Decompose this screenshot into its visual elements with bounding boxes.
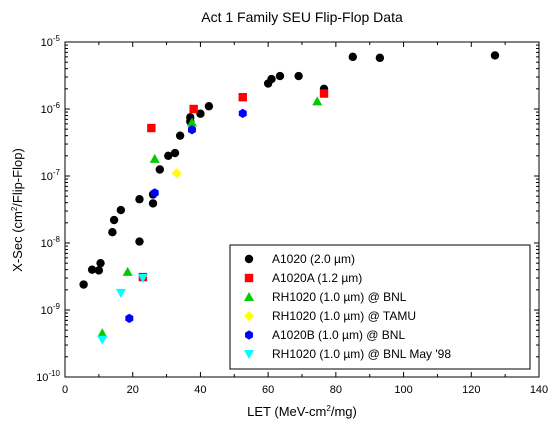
data-point xyxy=(97,328,108,338)
y-tick-base: 10 xyxy=(41,37,53,49)
x-tick-label: 140 xyxy=(530,384,548,396)
legend-label: RH1020 (1.0 µm) @ BNL xyxy=(272,290,407,304)
y-tick-label: 10-6 xyxy=(41,101,61,116)
y-tick-base: 10 xyxy=(41,238,53,250)
x-tick-label: 120 xyxy=(462,384,480,396)
data-point xyxy=(312,96,323,106)
legend-marker xyxy=(245,330,253,340)
legend-box xyxy=(229,244,531,370)
y-tick-base: 10 xyxy=(36,372,48,384)
data-point xyxy=(375,53,385,63)
data-point xyxy=(97,335,108,345)
data-points xyxy=(79,51,500,345)
legend-label: A1020A (1.2 µm) xyxy=(272,271,362,285)
data-point xyxy=(150,188,159,198)
y-tick-base: 10 xyxy=(41,171,53,183)
data-point xyxy=(116,205,126,215)
data-point xyxy=(96,258,105,268)
data-point xyxy=(175,131,185,140)
legend-label: RH1020 (1.0 µm) @ TAMU xyxy=(272,309,416,323)
y-tick-label: 10-10 xyxy=(36,369,60,384)
x-tick-label: 100 xyxy=(394,384,412,396)
y-tick-exponent: -8 xyxy=(53,235,61,244)
data-point xyxy=(125,313,134,323)
data-point xyxy=(137,274,148,284)
legend-marker xyxy=(244,273,254,283)
data-point xyxy=(155,165,164,174)
y-tick-exponent: -10 xyxy=(48,369,60,378)
legend-label: RH1020 (1.0 µm) @ BNL May '98 xyxy=(272,347,451,361)
data-point xyxy=(164,151,173,161)
y-tick-base: 10 xyxy=(41,104,53,116)
data-point xyxy=(135,195,144,204)
data-point xyxy=(87,265,97,274)
data-point xyxy=(187,125,196,135)
y-tick-label: 10-7 xyxy=(41,168,61,183)
x-tick-label: 20 xyxy=(127,384,139,396)
y-tick-label: 10-8 xyxy=(41,235,61,250)
data-point xyxy=(115,288,126,298)
data-point xyxy=(189,104,198,114)
x-tick-label: 40 xyxy=(194,384,206,396)
legend-marker xyxy=(244,311,254,321)
data-point xyxy=(108,227,117,237)
legend-label: A1020B (1.0 µm) @ BNL xyxy=(272,328,405,342)
legend: A1020 (2.0 µm) A1020A (1.2 µm) RH1020 (1.0… xyxy=(229,244,531,370)
data-point xyxy=(238,108,247,118)
y-tick-label: 10-9 xyxy=(41,302,61,317)
x-tick-label: 80 xyxy=(330,384,342,396)
y-tick-label: 10-5 xyxy=(41,34,61,49)
data-point xyxy=(267,74,276,84)
y-tick-base: 10 xyxy=(41,305,53,317)
data-point xyxy=(147,123,156,133)
y-tick-exponent: -9 xyxy=(53,302,61,311)
legend-marker xyxy=(244,350,254,359)
data-point xyxy=(319,89,329,98)
y-axis-label: X-Sec (cm2/Flip-Flop) xyxy=(10,148,25,272)
data-point xyxy=(148,199,158,208)
data-point xyxy=(79,280,88,289)
data-point xyxy=(294,71,303,81)
x-tick-label: 60 xyxy=(262,384,274,396)
x-axis-label: LET (MeV-cm2/mg) xyxy=(247,404,357,419)
data-point xyxy=(204,102,214,111)
x-tick-label: 0 xyxy=(62,384,68,396)
data-point xyxy=(109,215,119,225)
data-point xyxy=(490,51,500,60)
data-point xyxy=(171,168,182,179)
data-point xyxy=(135,237,144,246)
data-point xyxy=(122,266,133,276)
y-tick-exponent: -6 xyxy=(53,101,61,110)
data-point xyxy=(196,109,205,118)
chart-title: Act 1 Family SEU Flip-Flop Data xyxy=(201,9,403,25)
data-point xyxy=(170,148,180,158)
data-point xyxy=(348,52,357,62)
data-point xyxy=(275,71,285,81)
y-tick-exponent: -7 xyxy=(53,168,61,177)
legend-marker xyxy=(244,292,254,301)
legend-label: A1020 (2.0 µm) xyxy=(272,252,355,266)
data-point xyxy=(186,117,197,127)
data-point xyxy=(94,266,104,275)
y-tick-exponent: -5 xyxy=(53,34,61,43)
legend-marker xyxy=(244,254,254,264)
data-point xyxy=(149,153,160,163)
data-point xyxy=(238,93,247,102)
x-axis: 0 20 40 60 80 100 120 140 xyxy=(62,42,548,396)
